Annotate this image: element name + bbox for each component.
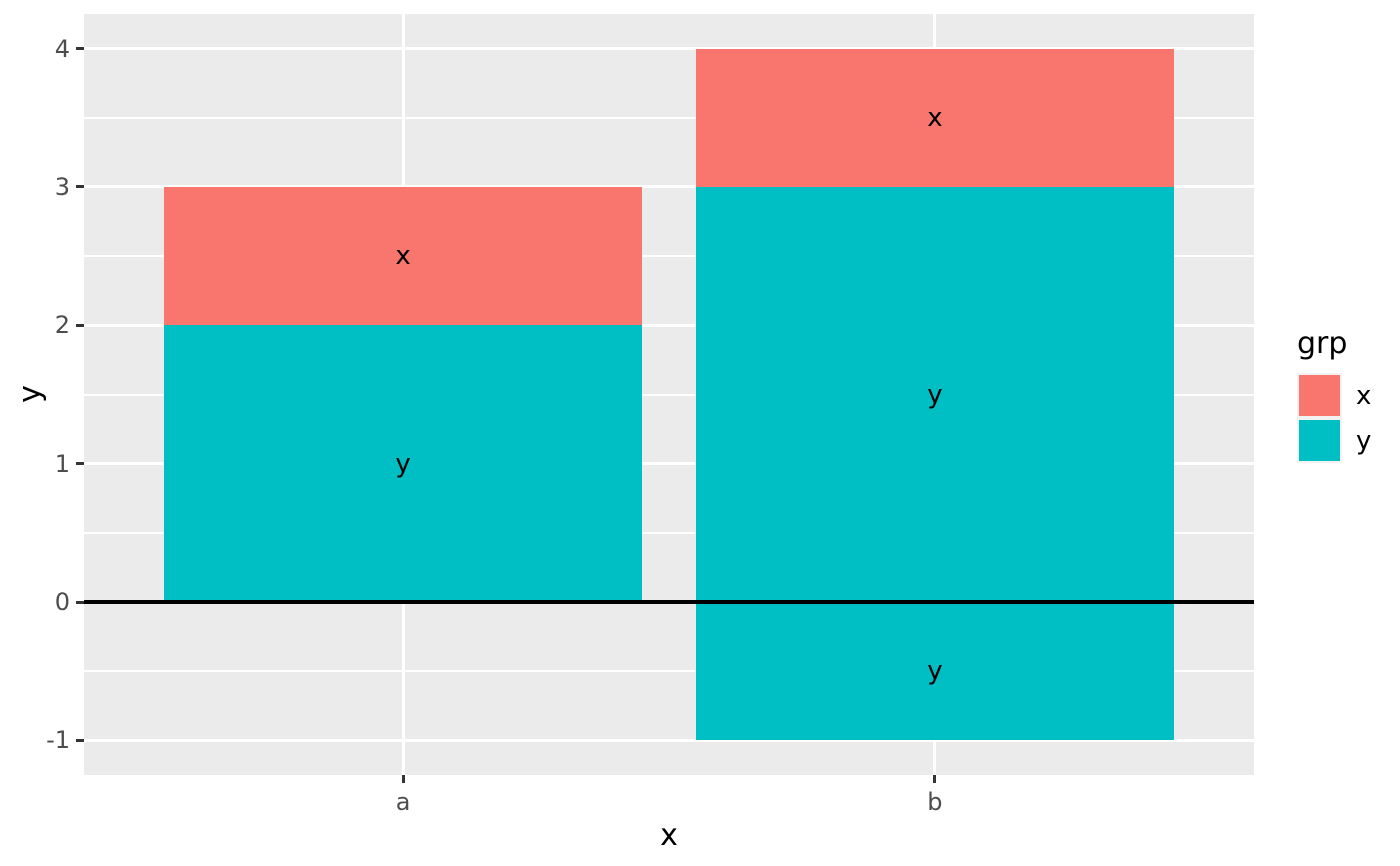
y-axis-tick-label-3: 3 xyxy=(54,172,70,201)
y-axis-tick-label-4: 4 xyxy=(54,34,70,63)
bar-segment-b-x-1 xyxy=(695,48,1175,187)
bar-label-b-y-0: y xyxy=(927,379,943,410)
gridline-minor-y-3.5 xyxy=(84,116,1254,119)
x-axis-tick-b xyxy=(933,775,937,783)
y-axis-tick-4 xyxy=(76,47,84,51)
x-axis-tick-label-a: a xyxy=(395,788,411,816)
y-axis-tick-1 xyxy=(76,462,84,466)
y-axis-tick-label-1: 1 xyxy=(54,449,70,478)
y-axis-tick--1 xyxy=(76,738,84,742)
bar-label-b-x-1: x xyxy=(927,102,943,133)
gridline-minor-y-1.5 xyxy=(84,393,1254,396)
x-axis-title: x xyxy=(660,818,678,853)
gridline-major-y-4 xyxy=(84,47,1254,51)
bar-segment-a-y-0 xyxy=(163,325,643,603)
gridline-major-y-3 xyxy=(84,185,1254,189)
y-axis-tick-label-2: 2 xyxy=(54,311,70,340)
gridline-minor-y--0.5 xyxy=(84,670,1254,673)
y-axis-tick-3 xyxy=(76,185,84,189)
legend-entry-label-y: y xyxy=(1356,425,1372,456)
gridline-major-y--1 xyxy=(84,738,1254,742)
plot-panel: y x y x y xyxy=(84,14,1254,775)
legend-entry-y: y xyxy=(1297,418,1371,463)
bar-segment-b-y-2 xyxy=(695,602,1175,741)
legend-title: grp xyxy=(1297,326,1348,361)
gridline-major-y-2 xyxy=(84,323,1254,327)
reference-line-y0 xyxy=(84,600,1254,605)
gridline-minor-y-0.5 xyxy=(84,531,1254,534)
y-axis-tick-0 xyxy=(76,600,84,604)
x-axis-tick-label-b: b xyxy=(927,788,943,816)
y-axis-tick-label-0: 0 xyxy=(54,588,70,617)
legend-entry-label-x: x xyxy=(1356,380,1372,411)
legend-entry-x: x xyxy=(1297,373,1371,418)
bar-label-a-y-0: y xyxy=(395,448,411,479)
legend-key-y-swatch xyxy=(1297,418,1342,463)
gridline-minor-y-2.5 xyxy=(84,255,1254,258)
bar-segment-b-y-0 xyxy=(695,186,1175,603)
bar-segment-a-x-1 xyxy=(163,186,643,326)
legend-key-x-swatch xyxy=(1297,373,1342,418)
bar-label-a-x-1: x xyxy=(395,241,411,272)
gridline-major-y-1 xyxy=(84,462,1254,466)
y-axis-tick-2 xyxy=(76,323,84,327)
bar-label-b-y-2: y xyxy=(927,656,943,687)
y-axis-title: y xyxy=(12,385,48,403)
x-axis-tick-a xyxy=(401,775,405,783)
y-axis-tick-label--1: -1 xyxy=(46,726,70,755)
